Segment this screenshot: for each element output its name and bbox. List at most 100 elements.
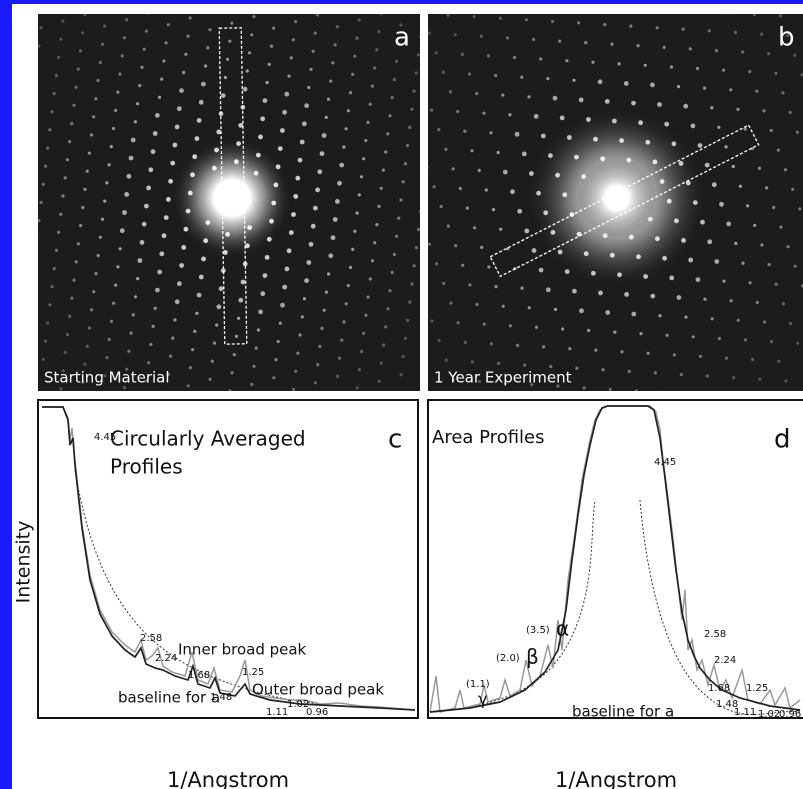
diffraction-spot [206, 396, 209, 399]
diffraction-spot [744, 338, 747, 341]
diffraction-spot [760, 33, 763, 36]
diffraction-spot [386, 307, 389, 310]
diffraction-spot [650, 294, 655, 299]
order-label: (2.0) [496, 653, 520, 664]
diffraction-spot [303, 297, 306, 300]
diffraction-spot [31, 99, 34, 102]
panel-letter: c [388, 425, 402, 455]
diffraction-spot [598, 79, 603, 84]
diffraction-spot [199, 100, 204, 105]
diffraction-spot [727, 11, 730, 14]
diffraction-spot [501, 94, 504, 97]
diffraction-spot [770, 129, 773, 132]
diffraction-spot [53, 92, 56, 95]
diffraction-spot [598, 291, 603, 296]
diffraction-spot [645, 140, 650, 145]
diffraction-spot [70, 122, 73, 125]
diffraction-spot [408, 126, 411, 129]
diffraction-spot [494, 285, 497, 288]
diffraction-spot [287, 248, 292, 253]
diffraction-spot [168, 179, 173, 184]
diffraction-spot [134, 295, 137, 298]
diffraction-spot [637, 44, 640, 47]
diffraction-spot [263, 273, 268, 278]
diffraction-spot [391, 96, 394, 99]
diffraction-spot [349, 91, 352, 94]
diffraction-spot [301, 315, 304, 318]
diffraction-spot [456, 110, 459, 113]
diffraction-spot [789, 111, 792, 114]
diffraction-spot [767, 52, 770, 55]
diffraction-spot [340, 339, 343, 342]
diffraction-spot [739, 185, 742, 188]
diffraction-spot [234, 159, 239, 164]
figure: a Starting Material b 1 Year Experiment … [0, 0, 803, 789]
diffraction-spot [101, 43, 104, 46]
diffraction-spot [777, 360, 780, 363]
diffraction-spot [529, 171, 534, 176]
diffraction-spot [419, 35, 422, 38]
diffraction-spot [250, 383, 253, 386]
diffraction-spot [99, 236, 102, 239]
diffraction-spot [528, 306, 531, 309]
diffraction-spot [663, 46, 666, 49]
diffraction-spot [110, 145, 113, 148]
diffraction-spot [276, 164, 281, 169]
diffraction-spot [46, 321, 49, 324]
diffraction-spot [768, 263, 771, 266]
diffraction-spot [110, 320, 113, 323]
diffraction-spot [328, 253, 333, 258]
diffraction-spot [380, 12, 383, 15]
diffraction-spot [558, 40, 561, 43]
x-axis-label: 1/Angstrom [555, 768, 677, 789]
diffraction-spot [212, 166, 217, 171]
diffraction-spot [119, 247, 122, 250]
diffraction-spot [459, 187, 462, 190]
frame-top [0, 0, 803, 4]
diffraction-spot [112, 302, 115, 305]
diffraction-spot [471, 360, 474, 363]
diffraction-spot [270, 45, 273, 48]
diffraction-spot [579, 98, 584, 103]
diffraction-spot [380, 187, 383, 190]
diffraction-spot [266, 81, 269, 84]
diffraction-spot [294, 370, 297, 373]
diffraction-spot [83, 188, 86, 191]
diffraction-spot [29, 292, 32, 295]
diffraction-spot [260, 291, 265, 296]
diffraction-spot [660, 179, 665, 184]
diffraction-spot [353, 230, 356, 233]
diffraction-spot [138, 84, 141, 87]
diffraction-spot [147, 11, 150, 14]
diffraction-spot [338, 357, 341, 360]
diffraction-spot [693, 200, 698, 205]
diffraction-spot [510, 189, 515, 194]
diffraction-spot [252, 365, 255, 368]
diffraction-spot [643, 274, 648, 279]
diffraction-spot [489, 131, 492, 134]
diffraction-spot [304, 278, 309, 283]
diffraction-spot [457, 321, 460, 324]
diffraction-spot [258, 310, 263, 315]
diffraction-spot [13, 69, 16, 72]
diffraction-spot [482, 112, 485, 115]
diffraction-spot [192, 154, 197, 159]
diffraction-spot [681, 238, 686, 243]
diffraction-spot [758, 167, 761, 170]
diffraction-spot [327, 272, 330, 275]
diffraction-spot [763, 320, 766, 323]
diffraction-spot [136, 102, 139, 105]
diffraction-spot [92, 290, 95, 293]
diffraction-spot [772, 206, 775, 209]
diffraction-spot [523, 364, 526, 367]
diffraction-spot [282, 110, 287, 115]
diffraction-spot [798, 207, 801, 210]
diffraction-spot [120, 228, 125, 233]
diffraction-spot [90, 308, 93, 311]
diffraction-spot [758, 378, 761, 381]
diffraction-spot [672, 141, 677, 146]
peak-label: 2.24 [714, 655, 736, 666]
annotation: Inner broad peak [178, 641, 307, 659]
diffraction-spot [423, 89, 426, 92]
diffraction-spot [612, 119, 617, 124]
